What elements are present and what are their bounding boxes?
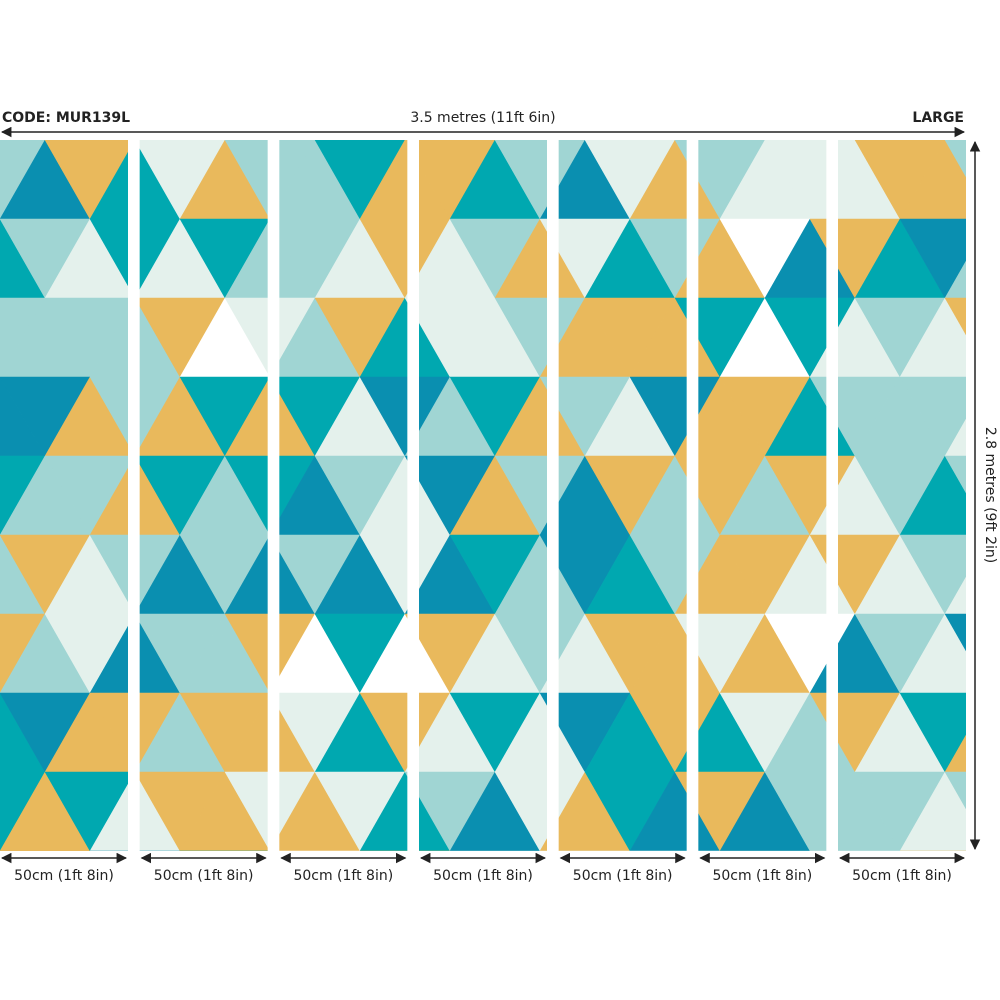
panel-width: 50cm (1ft 8in)	[14, 868, 114, 884]
triangle	[269, 850, 361, 851]
triangle	[899, 850, 901, 851]
panel-width: 50cm (1ft 8in)	[852, 868, 952, 884]
triangle	[449, 850, 541, 851]
triangle-pattern	[0, 140, 1000, 930]
triangle	[809, 850, 811, 851]
panel-width: 50cm (1ft 8in)	[573, 868, 673, 884]
triangle	[944, 140, 966, 178]
triangle	[809, 850, 901, 851]
triangle	[269, 850, 271, 851]
triangle	[899, 376, 966, 457]
panel-gap	[826, 138, 838, 853]
panel-width: 50cm (1ft 8in)	[293, 868, 393, 884]
triangle	[359, 850, 361, 851]
size-label: LARGE	[912, 110, 964, 126]
triangle	[179, 850, 271, 851]
triangle	[89, 850, 91, 851]
triangle	[944, 613, 966, 652]
triangle	[990, 219, 1000, 298]
triangle	[629, 850, 721, 851]
triangle	[629, 850, 631, 851]
panel-width: 50cm (1ft 8in)	[154, 868, 254, 884]
triangle	[0, 850, 91, 851]
triangle	[539, 850, 541, 851]
triangle	[944, 455, 966, 494]
triangle	[944, 418, 966, 457]
triangle	[944, 260, 966, 299]
panel-width: 50cm (1ft 8in)	[712, 868, 812, 884]
triangle	[990, 298, 1000, 377]
triangle	[944, 576, 966, 615]
triangle	[990, 614, 1000, 693]
triangle	[719, 850, 811, 851]
triangle	[990, 772, 1000, 851]
panel-gap	[407, 138, 419, 853]
triangle	[89, 850, 181, 851]
triangle	[449, 850, 451, 851]
triangle	[899, 218, 966, 299]
panel-gap	[128, 138, 140, 853]
triangle	[899, 771, 966, 851]
triangle	[899, 850, 966, 851]
triangle	[359, 850, 451, 851]
panel-gap	[547, 138, 559, 853]
triangle	[719, 850, 721, 851]
triangle	[990, 693, 1000, 772]
triangle	[944, 734, 966, 773]
triangle	[990, 851, 1000, 930]
product-code: CODE: MUR139L	[2, 110, 130, 126]
total-width: 3.5 metres (11ft 6in)	[410, 110, 555, 126]
triangle	[179, 850, 181, 851]
panel-gap	[267, 138, 280, 853]
triangle	[539, 850, 631, 851]
panel-width: 50cm (1ft 8in)	[433, 868, 533, 884]
triangle	[944, 297, 966, 336]
triangle	[0, 850, 1, 851]
panel-gaps	[128, 138, 838, 853]
total-height: 2.8 metres (9ft 2in)	[982, 427, 998, 563]
triangle	[899, 692, 966, 773]
triangle	[944, 771, 966, 810]
panel-gap	[686, 138, 699, 853]
triangle	[945, 851, 1000, 930]
triangle	[899, 534, 966, 615]
triangle	[990, 140, 1000, 219]
